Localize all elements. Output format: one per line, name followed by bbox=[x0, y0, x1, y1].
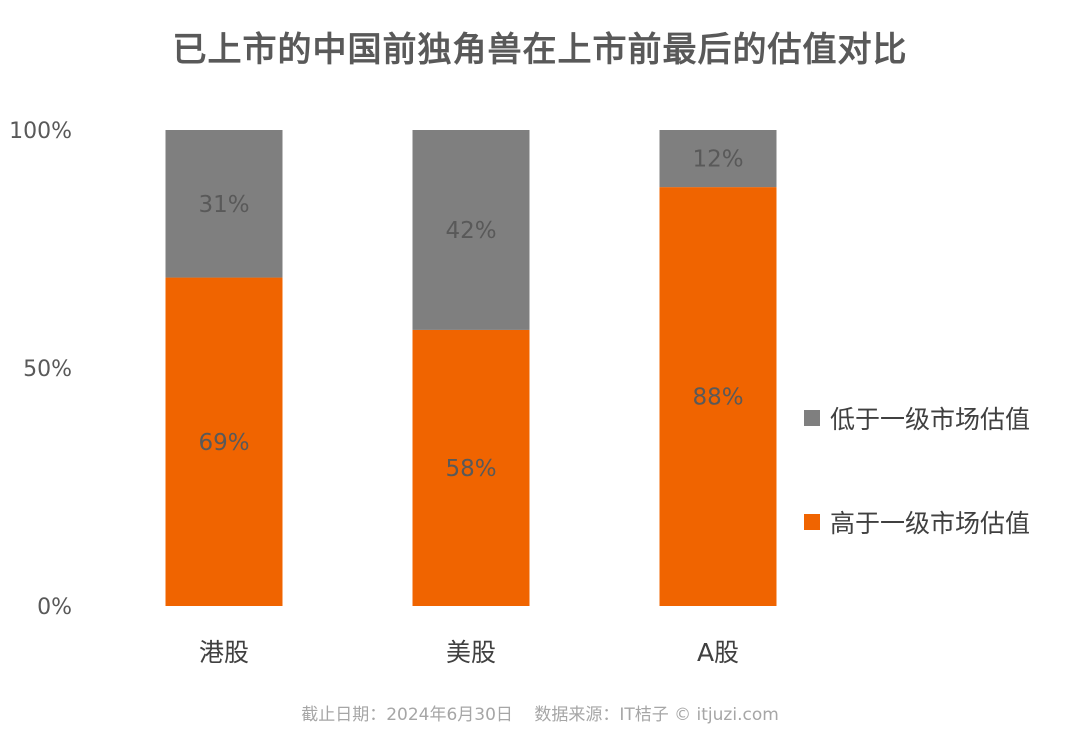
bar-segment-above bbox=[412, 329, 530, 606]
footer: 截止日期：2024年6月30日 数据来源：IT桔子 © itjuzi.com bbox=[0, 700, 1080, 725]
bar-segment-below bbox=[659, 130, 777, 188]
x-category-label: 美股 bbox=[446, 638, 496, 667]
bar-segment-below bbox=[165, 130, 283, 278]
footer-source: 数据来源：IT桔子 © itjuzi.com bbox=[534, 705, 779, 725]
legend-swatch-below bbox=[804, 410, 820, 426]
y-tick-label: 50% bbox=[23, 357, 72, 382]
bar-segment-above bbox=[659, 187, 777, 606]
legend-label-below: 低于一级市场估值 bbox=[830, 405, 1031, 434]
x-category-label: 港股 bbox=[199, 638, 249, 667]
y-tick-label: 100% bbox=[9, 119, 72, 144]
y-tick-label: 0% bbox=[37, 595, 72, 620]
legend-swatch-above bbox=[804, 514, 820, 530]
bar-segment-above bbox=[165, 277, 283, 606]
legend-label-above: 高于一级市场估值 bbox=[830, 509, 1031, 538]
data-label: 31% bbox=[198, 192, 249, 218]
x-category-label: A股 bbox=[697, 638, 739, 667]
chart-legend: 低于一级市场估值 高于一级市场估值 bbox=[804, 398, 1030, 606]
data-label: 12% bbox=[692, 147, 743, 173]
data-label: 88% bbox=[692, 385, 743, 411]
footer-date: 截止日期：2024年6月30日 bbox=[301, 705, 513, 725]
data-label: 42% bbox=[445, 218, 496, 244]
bar-segment-below bbox=[412, 130, 530, 330]
data-label: 69% bbox=[198, 430, 249, 456]
legend-item-above: 高于一级市场估值 bbox=[804, 502, 1030, 542]
legend-item-below: 低于一级市场估值 bbox=[804, 398, 1030, 438]
chart-title: 已上市的中国前独角兽在上市前最后的估值对比 bbox=[172, 30, 908, 70]
data-label: 58% bbox=[445, 456, 496, 482]
